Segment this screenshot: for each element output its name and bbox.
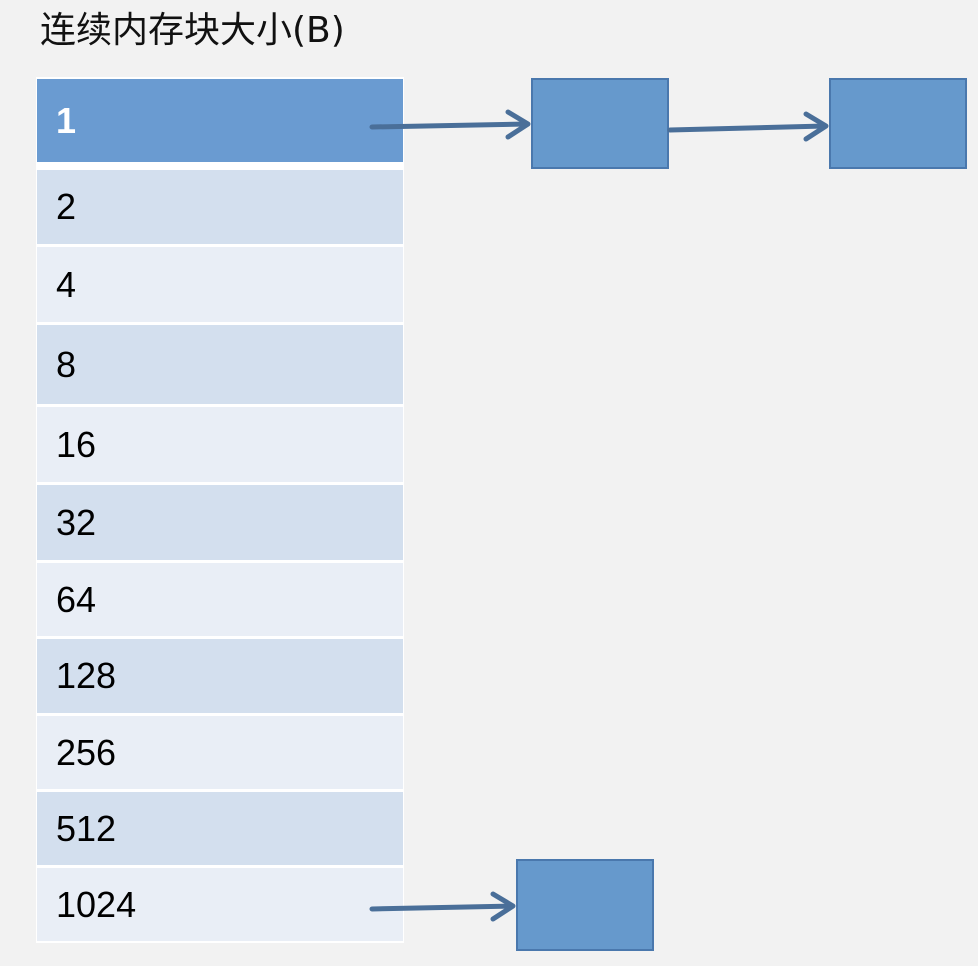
size-row-1: 1 — [37, 79, 403, 162]
size-row-128: 128 — [37, 639, 403, 713]
memory-block-node — [531, 78, 669, 169]
size-row-32: 32 — [37, 485, 403, 560]
size-row-1024: 1024 — [37, 868, 403, 941]
arrow-row1024-to-node3 — [369, 891, 516, 922]
size-row-8: 8 — [37, 325, 403, 404]
memory-block-node — [516, 859, 654, 951]
block-size-table: 1 2 4 8 16 32 64 128 256 512 1024 — [36, 77, 404, 943]
size-row-256: 256 — [37, 716, 403, 789]
size-row-64: 64 — [37, 563, 403, 636]
size-row-2: 2 — [37, 170, 403, 244]
size-row-16: 16 — [37, 407, 403, 482]
arrow-node1-to-node2 — [667, 111, 829, 142]
size-row-512: 512 — [37, 792, 403, 865]
diagram-title: 连续内存块大小(B) — [40, 10, 345, 51]
memory-block-node — [829, 78, 967, 169]
size-row-4: 4 — [37, 247, 403, 322]
arrow-row1-to-node1 — [369, 109, 531, 140]
